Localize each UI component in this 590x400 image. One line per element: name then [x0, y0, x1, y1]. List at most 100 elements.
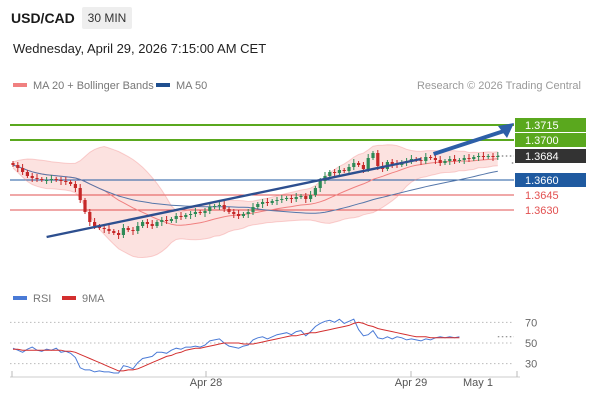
candle-body — [342, 170, 346, 171]
candle-body — [419, 160, 423, 161]
candle-body — [467, 158, 471, 159]
candle-body — [294, 197, 298, 199]
bollinger-band-layer — [13, 144, 498, 258]
pivot-level-tag — [515, 173, 586, 187]
candle — [112, 229, 116, 235]
candle — [261, 199, 265, 208]
resistance-level-tag — [515, 118, 586, 132]
candle-body — [347, 167, 351, 171]
trend-overlay-layer — [46, 123, 514, 239]
candle-body — [481, 156, 485, 157]
candle-body — [35, 178, 39, 179]
candle — [280, 195, 284, 203]
candle-body — [184, 215, 188, 217]
candle — [477, 153, 481, 161]
candle-body — [256, 204, 260, 207]
candle — [429, 155, 433, 160]
rsi-tick-label: 30 — [525, 359, 537, 371]
candle — [241, 212, 245, 218]
candle-body — [289, 198, 293, 199]
candle — [16, 162, 20, 172]
candle-body — [232, 212, 236, 214]
candle — [88, 209, 92, 226]
moving-averages-layer — [12, 144, 498, 259]
candle — [289, 195, 293, 203]
x-tick-label: May 1 — [463, 377, 493, 389]
candle — [467, 154, 471, 162]
candle-body — [496, 156, 500, 157]
candle — [78, 184, 82, 203]
candle-body — [131, 230, 135, 231]
candle-body — [169, 219, 173, 221]
candle-body — [136, 226, 140, 231]
candle — [203, 208, 207, 217]
candle-body — [198, 212, 202, 213]
candle-body — [304, 196, 308, 199]
candle-body — [433, 158, 437, 160]
candle-body — [88, 212, 92, 222]
candle-body — [280, 199, 284, 200]
candle — [352, 159, 356, 170]
candle-body — [491, 156, 495, 157]
candle-body — [69, 182, 73, 184]
candle-body — [11, 163, 15, 165]
candle — [433, 155, 437, 164]
candle — [424, 153, 428, 164]
candle-body — [203, 211, 207, 213]
candle-body — [208, 207, 212, 211]
candle — [121, 224, 125, 238]
candle-body — [424, 157, 428, 161]
rsi-legend-label: RSI — [33, 293, 52, 305]
candle — [309, 191, 313, 202]
candle — [174, 213, 178, 223]
candle-body — [376, 153, 380, 166]
resistance-level-tag — [515, 133, 586, 147]
candle-body — [261, 202, 265, 204]
candle-body — [448, 159, 452, 161]
candle-body — [328, 172, 332, 176]
candle — [131, 227, 135, 235]
candle — [376, 150, 380, 170]
rsi-layer: 70 50 30 — [10, 317, 537, 374]
bollinger-band-area — [13, 144, 498, 258]
candle-body — [165, 220, 169, 221]
candle — [227, 207, 231, 214]
candle-body — [59, 180, 63, 181]
candle-body — [30, 176, 34, 178]
candle — [126, 226, 130, 232]
candle-body — [241, 214, 245, 216]
candle-body — [270, 201, 274, 203]
candle-body — [477, 156, 481, 157]
candle — [251, 203, 255, 215]
rsi-ma-legend-label: 9MA — [82, 293, 105, 305]
resistance-level-label: 1.3700 — [525, 135, 559, 147]
candle-body — [193, 212, 197, 214]
candle-body — [222, 205, 226, 209]
candle-body — [318, 181, 322, 188]
candle — [246, 209, 250, 218]
candle — [496, 152, 500, 160]
ma50-line — [12, 164, 498, 214]
candle-body — [390, 162, 394, 164]
x-tick-label: Apr 28 — [190, 377, 222, 389]
candle — [73, 181, 77, 192]
candle-body — [217, 205, 221, 206]
candle — [357, 161, 361, 167]
candle — [150, 220, 154, 229]
candle — [83, 198, 87, 214]
candle — [11, 161, 15, 167]
candle-body — [472, 157, 476, 159]
candle — [169, 217, 173, 223]
candle-body — [174, 216, 178, 219]
resistance-level-label: 1.3715 — [525, 120, 559, 132]
timeframe-badge[interactable]: 30 MIN — [82, 7, 132, 29]
candle — [189, 211, 193, 219]
candle — [481, 152, 485, 160]
candle-body — [21, 168, 25, 172]
candle-body — [251, 207, 255, 212]
trend-line — [46, 157, 422, 239]
candle — [49, 175, 53, 183]
candle — [328, 170, 332, 178]
candle — [40, 177, 44, 182]
